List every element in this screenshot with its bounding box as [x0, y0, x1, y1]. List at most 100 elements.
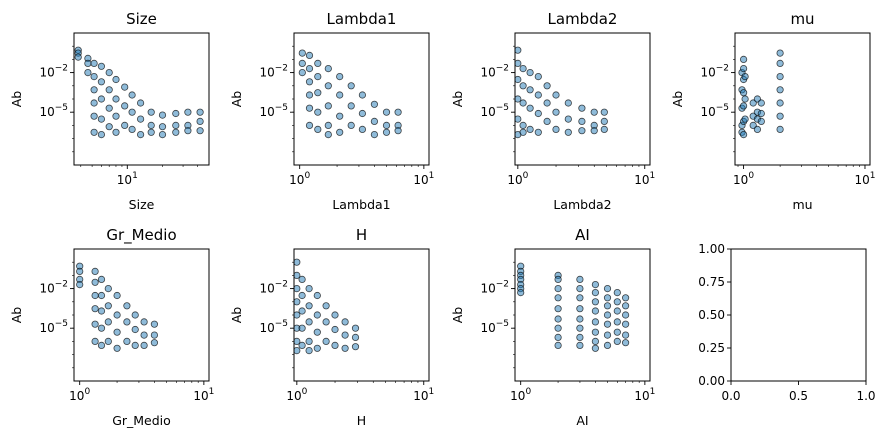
data-point — [552, 125, 560, 133]
data-point — [74, 53, 82, 61]
data-point — [322, 337, 330, 345]
y-tick-label: 0.50 — [698, 308, 725, 322]
x-axis-label: H — [357, 413, 366, 428]
subplot-1: 101 10−2 10−5 Size Size Ab — [9, 10, 210, 212]
subplot-7: 100 101 10−2 10−5 AI AI Ab — [450, 226, 655, 428]
data-point — [534, 73, 542, 81]
y-axis-label: Ab — [450, 307, 465, 324]
data-point — [519, 128, 527, 136]
data-point — [313, 344, 321, 352]
x-tick-label: 101 — [634, 171, 655, 187]
data-point — [621, 311, 630, 319]
data-point — [294, 347, 301, 355]
data-point — [131, 311, 139, 319]
data-point — [382, 128, 391, 136]
data-point — [294, 271, 301, 279]
data-point — [576, 294, 584, 302]
data-point — [298, 324, 306, 332]
data-point — [76, 267, 84, 275]
data-point — [394, 127, 402, 135]
data-point — [591, 307, 600, 315]
data-point — [322, 302, 330, 310]
data-point — [137, 131, 145, 139]
data-point — [105, 69, 113, 77]
data-point — [776, 59, 784, 68]
data-point — [305, 346, 313, 355]
data-point — [776, 73, 784, 81]
data-point — [105, 86, 113, 94]
data-point — [112, 128, 120, 136]
axes-frame — [293, 32, 430, 166]
data-point — [140, 318, 148, 326]
data-point — [313, 328, 321, 336]
data-point — [324, 121, 332, 130]
data-point — [172, 121, 180, 130]
y-tick-label: 10−5 — [39, 319, 68, 335]
subplot-title: Size — [126, 10, 157, 28]
data-point — [543, 99, 551, 107]
data-point — [739, 102, 748, 110]
y-tick-label: 10−2 — [39, 280, 68, 296]
data-point — [517, 288, 525, 297]
data-point — [741, 95, 749, 103]
data-point — [394, 108, 402, 116]
data-point — [341, 344, 349, 352]
y-tick-label: 10−5 — [259, 319, 288, 335]
y-tick-label: 0.25 — [698, 341, 725, 355]
data-point — [314, 59, 322, 68]
subplot-3: 100 101 10−2 10−5 Lambda2 Lambda2 Ab — [450, 10, 655, 212]
data-point — [196, 117, 204, 126]
data-point — [121, 83, 129, 91]
data-point — [603, 331, 612, 339]
y-axis-label: Ab — [670, 91, 685, 108]
y-tick-label: 10−5 — [259, 103, 288, 119]
x-tick-label: 101 — [413, 171, 434, 187]
data-point — [91, 278, 99, 286]
data-point — [621, 331, 630, 339]
data-point — [351, 324, 360, 332]
data-point — [298, 49, 306, 57]
data-point — [331, 341, 339, 349]
data-point — [112, 75, 120, 84]
data-point — [621, 339, 630, 347]
data-point — [313, 291, 321, 300]
data-point — [90, 86, 98, 94]
data-point — [370, 117, 378, 126]
x-axis-label: Gr_Medio — [112, 413, 171, 428]
data-point — [613, 288, 621, 297]
points-group — [76, 262, 158, 352]
data-point — [123, 302, 131, 310]
subplot-title: H — [356, 226, 367, 244]
data-point — [324, 131, 332, 139]
x-axis-label: Lambda1 — [332, 197, 390, 212]
data-point — [314, 108, 322, 116]
data-point — [147, 108, 155, 116]
data-point — [554, 333, 562, 341]
x-tick-label: 101 — [117, 171, 138, 187]
data-point — [294, 285, 301, 293]
data-point — [84, 69, 92, 77]
data-point — [347, 102, 355, 110]
points-group — [294, 258, 360, 355]
data-point — [603, 284, 612, 293]
data-point — [600, 125, 608, 133]
y-tick-label: 0.00 — [698, 374, 725, 388]
x-tick-label: 100 — [510, 387, 531, 403]
data-point — [91, 305, 99, 313]
data-point — [147, 121, 155, 130]
data-point — [564, 128, 572, 136]
data-point — [90, 128, 98, 136]
x-tick-label: 100 — [733, 171, 754, 187]
data-point — [113, 328, 121, 336]
data-point — [184, 127, 192, 135]
data-point — [331, 311, 339, 319]
data-point — [347, 82, 355, 90]
x-tick-label: 101 — [854, 171, 875, 187]
data-point — [621, 294, 630, 302]
x-tick-label: 101 — [634, 387, 655, 403]
data-point — [298, 341, 306, 349]
data-point — [113, 291, 121, 300]
data-point — [603, 302, 612, 310]
data-point — [591, 288, 600, 297]
